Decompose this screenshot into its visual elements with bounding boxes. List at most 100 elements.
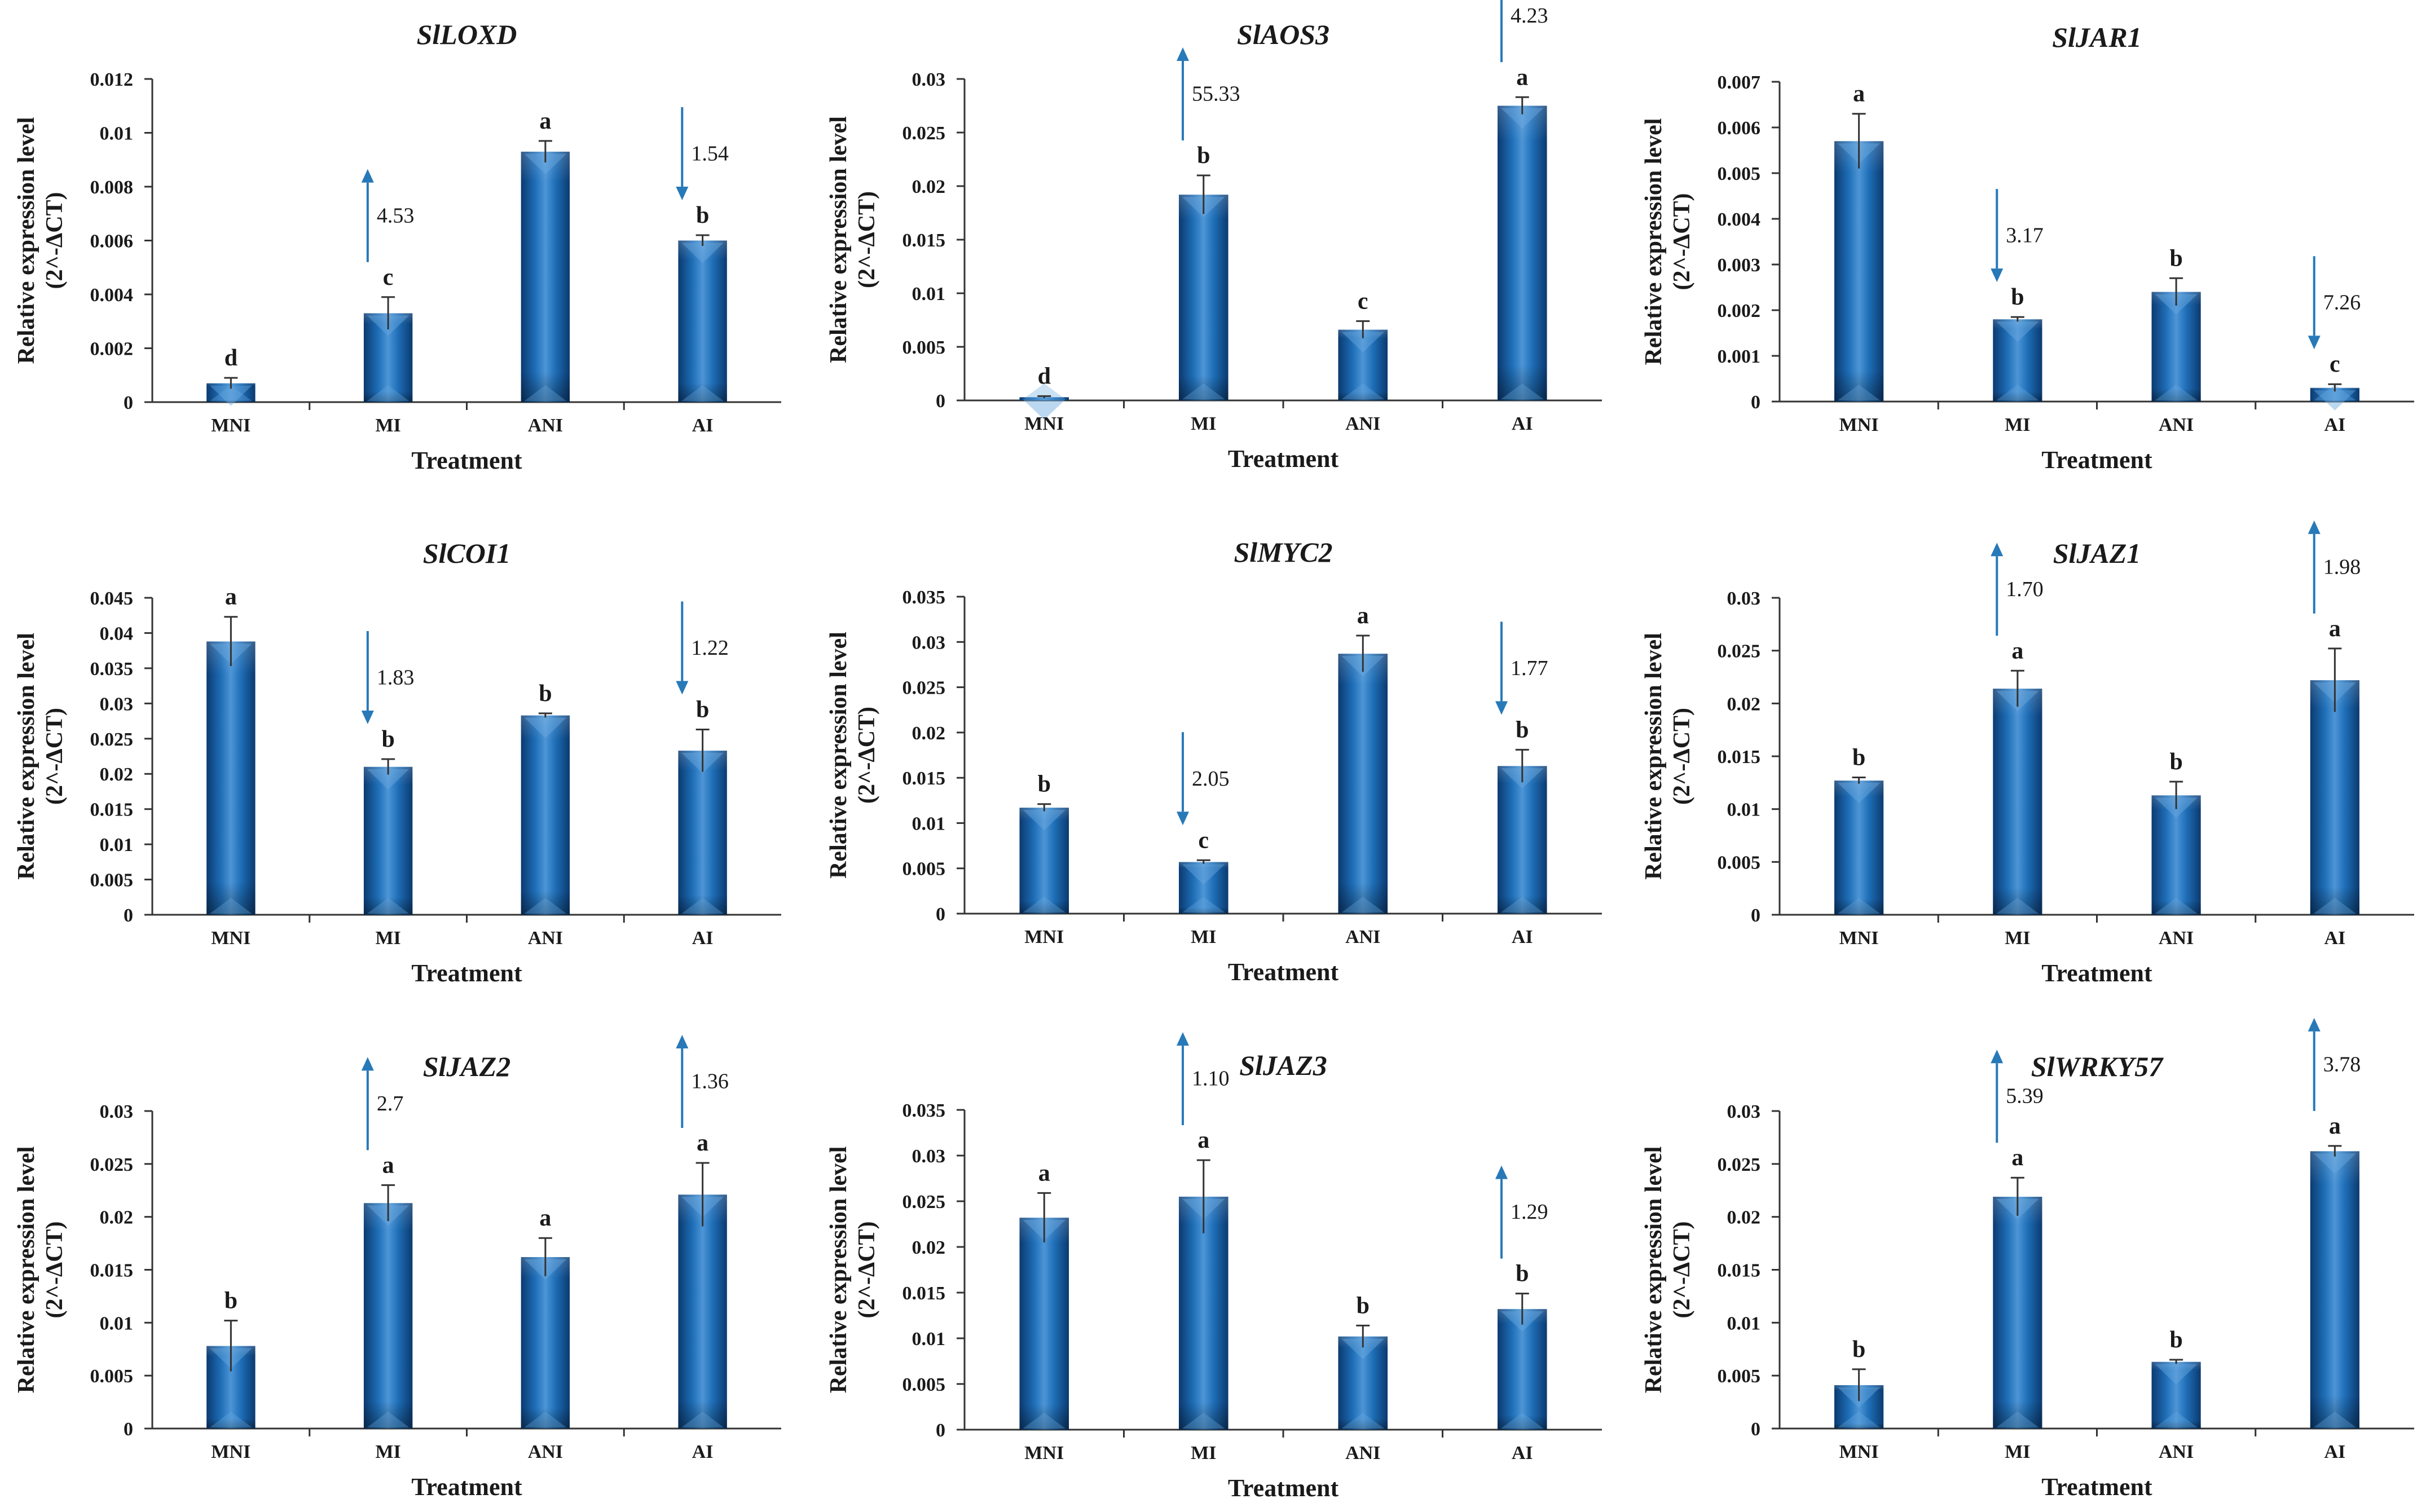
significance-letter: b [539,681,552,707]
arrow-head [1176,1032,1189,1046]
y-tick-label: 0 [1751,905,1760,926]
bar-bottom-bevel [1996,385,2039,400]
fold-change-arrow-down: 1.54 [676,107,729,200]
fold-change-arrow-up: 1.36 [676,1034,729,1128]
y-tick-label: 0.035 [902,1100,946,1121]
fold-change-arrow-up: 1.70 [1991,543,2044,636]
significance-letter: a [382,1152,394,1178]
y-tick-label: 0.005 [1718,852,1761,873]
y-axis-label-unit: (2^-ΔCT) [42,192,68,289]
x-tick-label-mni: MNI [211,928,250,949]
x-axis-label: Treatment [2041,1473,2152,1501]
y-axis-label: Relative expression level [826,632,852,879]
chart-panel-slaos3: SlAOS3 Relative expression level (2^-ΔCT) 0… [826,0,1602,473]
bar-top-bevel [1341,1338,1385,1359]
x-tick-label-mni: MNI [1839,1442,1879,1462]
fold-change-arrow-down: 1.22 [676,601,729,695]
bar-bottom-bevel [1023,383,1066,399]
bar-top-bevel [2313,390,2356,411]
y-axis-label-unit: (2^-ΔCT) [1669,193,1695,290]
significance-letter: a [1197,1127,1209,1153]
y-tick-label: 0.02 [912,177,946,197]
fold-change-label: 1.83 [377,665,415,689]
fold-change-arrow-up: 3.78 [2308,1017,2361,1111]
bar-bottom-bevel [1023,897,1066,913]
bar-shade [2151,292,2201,402]
bar-bottom-bevel [2313,1412,2356,1427]
fold-change-label: 1.36 [691,1069,729,1093]
bar-top-bevel [2313,1153,2356,1174]
bar-shade [1338,329,1388,400]
bar-shade [1834,781,1884,915]
significance-letter: c [2330,351,2340,377]
x-tick-label-mi: MI [375,1442,400,1462]
x-axis-label: Treatment [411,959,522,987]
arrow-head [1176,47,1189,61]
y-tick-label: 0.01 [100,124,134,144]
y-tick-label: 0.015 [902,230,946,251]
y-tick-label: 0 [936,904,945,925]
x-tick-label-mi: MI [1191,927,1216,947]
y-tick-label: 0.01 [100,835,134,856]
bar-shade [678,1194,727,1429]
significance-letter: a [2011,1145,2023,1171]
bar-bottom-bevel [1838,898,1881,914]
bar-bottom-bevel [2155,898,2198,914]
arrow-head [2308,520,2321,534]
y-tick-label: 0 [936,391,945,412]
chart-panel-sljaz1: SlJAZ1 Relative expression level (2^-ΔCT) 0… [1641,520,2414,987]
bar-bottom-bevel [2313,385,2356,400]
bar-shade [1019,808,1069,914]
x-tick-label-ani: ANI [2159,928,2194,949]
fold-change-arrow-up: 4.53 [361,169,414,262]
y-tick-label: 0.02 [1727,694,1761,715]
x-tick-label-ai: AI [692,1442,714,1462]
y-tick-label: 0.01 [1727,1313,1761,1334]
y-tick-label: 0.03 [100,694,134,715]
x-tick-label-mi: MI [2005,415,2030,435]
bar-shade [1993,689,2042,915]
significance-letter: d [1038,363,1051,389]
fold-change-label: 3.17 [2006,224,2044,248]
x-tick-label-mi: MI [2005,1442,2030,1462]
y-tick-label: 0.015 [90,800,134,821]
fold-change-label: 1.70 [2006,578,2044,601]
y-tick-label: 0 [1751,392,1760,413]
bar-bottom-bevel [1341,1413,1385,1429]
significance-letter: b [1197,143,1210,169]
y-tick-label: 0.01 [912,1329,946,1350]
x-tick-label-ai: AI [692,415,714,436]
x-tick-label-mni: MNI [211,415,250,436]
bar-top-bevel [1996,321,2039,342]
bar-bottom-bevel [1182,897,1225,913]
y-tick-label: 0.03 [1727,588,1761,609]
y-tick-label: 0.025 [90,729,134,750]
fold-change-arrow-up: 1.10 [1176,1032,1229,1126]
fold-change-label: 3.78 [2323,1052,2361,1076]
bar-shade [1497,105,1547,400]
bar-bottom-bevel [524,898,567,914]
significance-letter: b [1852,744,1865,770]
y-tick-label: 0.002 [1718,301,1761,321]
y-tick-label: 0.025 [902,1192,946,1213]
bar-shade [1178,195,1229,400]
arrow-head [676,681,689,695]
bar-shade [2310,1151,2359,1429]
fold-change-arrow-up: 1.98 [2308,520,2361,614]
bar-top-bevel [2155,1364,2198,1385]
y-tick-label: 0.006 [90,231,134,252]
bar-top-bevel [1182,864,1225,885]
y-tick-label: 0.03 [912,69,946,90]
significance-letter: a [697,1130,708,1156]
x-tick-label-ani: ANI [1345,413,1380,434]
significance-letter: b [1516,717,1529,743]
y-tick-label: 0.025 [1718,1154,1761,1175]
bar-shade [1993,319,2042,402]
bar-shade [363,766,413,915]
x-tick-label-mni: MNI [211,1442,250,1462]
bar-shade [1019,397,1069,400]
y-axis-label: Relative expression level [14,1147,39,1394]
x-tick-label-ani: ANI [2159,1442,2194,1462]
significance-letter: b [2011,284,2024,310]
significance-letter: a [1853,81,1865,107]
